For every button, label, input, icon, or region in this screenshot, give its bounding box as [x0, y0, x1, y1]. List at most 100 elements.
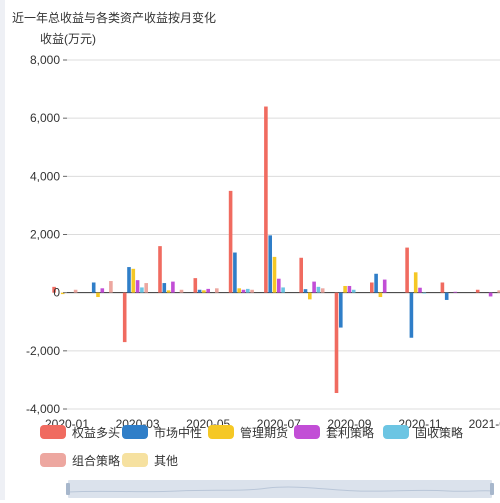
bar[interactable] — [140, 287, 144, 293]
legend-swatch — [122, 425, 148, 439]
bar[interactable] — [320, 288, 325, 293]
legend-item[interactable]: 权益多头 — [40, 424, 120, 440]
legend-label: 其他 — [154, 453, 179, 468]
bar[interactable] — [73, 289, 78, 293]
bar[interactable] — [281, 287, 285, 293]
bar[interactable] — [453, 291, 458, 293]
bar[interactable] — [264, 106, 268, 293]
y-tick-label: 2,000 — [30, 228, 60, 242]
bar[interactable] — [206, 288, 210, 293]
bar[interactable] — [308, 292, 312, 300]
bar[interactable] — [250, 289, 254, 293]
bar[interactable] — [343, 285, 347, 293]
legend-swatch — [383, 425, 409, 439]
bar[interactable] — [215, 288, 219, 293]
bar[interactable] — [166, 290, 171, 293]
legend-item[interactable]: 固收策略 — [383, 424, 463, 440]
panel-edge — [0, 0, 5, 500]
bar[interactable] — [158, 246, 162, 293]
bar[interactable] — [418, 287, 422, 293]
bar[interactable] — [135, 280, 140, 293]
bar[interactable] — [179, 289, 184, 293]
legend-swatch — [208, 425, 234, 439]
legend-item[interactable]: 市场中性 — [122, 424, 202, 440]
bar[interactable] — [374, 273, 378, 293]
bar[interactable] — [347, 285, 352, 293]
bar[interactable] — [109, 281, 113, 293]
bar[interactable] — [100, 288, 105, 293]
legend-label: 套利策略 — [326, 425, 375, 440]
legend-swatch — [294, 425, 320, 439]
bar[interactable] — [370, 282, 374, 293]
bar[interactable] — [193, 278, 198, 293]
zoom-slider-track[interactable] — [67, 480, 493, 498]
zoom-start-handle[interactable] — [66, 483, 70, 495]
bar[interactable] — [299, 257, 303, 293]
bar[interactable] — [334, 292, 339, 394]
bar[interactable] — [444, 292, 449, 300]
bar[interactable] — [197, 289, 202, 293]
legend-item[interactable]: 管理期货 — [208, 424, 288, 440]
bar[interactable] — [497, 290, 500, 293]
bar-marks — [52, 106, 500, 394]
bar[interactable] — [91, 282, 96, 293]
legend-swatch — [122, 453, 148, 467]
bar[interactable] — [303, 289, 308, 293]
y-tick-label: 4,000 — [30, 169, 60, 183]
bar[interactable] — [127, 267, 131, 293]
bar[interactable] — [440, 282, 445, 293]
bar[interactable] — [405, 247, 409, 293]
legend-swatch — [40, 453, 66, 467]
y-tick-label: 8,000 — [30, 53, 60, 67]
legend-item[interactable]: 其他 — [122, 452, 178, 468]
bar[interactable] — [277, 278, 281, 293]
bar[interactable] — [246, 288, 250, 293]
bar[interactable] — [241, 289, 246, 293]
legend-item[interactable]: 组合策略 — [40, 452, 120, 468]
grid-lines — [67, 59, 500, 410]
bar[interactable] — [339, 292, 343, 328]
zoom-preview-line — [67, 486, 493, 493]
bar[interactable] — [233, 252, 237, 293]
chart-title: 近一年总收益与各类资产收益按月变化 — [12, 11, 217, 25]
zoom-end-handle[interactable] — [490, 483, 494, 495]
legend-label: 组合策略 — [72, 453, 121, 468]
x-tick-label: 2020-07 — [257, 417, 301, 431]
legend-swatch — [40, 425, 66, 439]
x-tick-label: 2020-11 — [398, 417, 441, 431]
x-tick-label: 2021-01 — [469, 417, 500, 431]
bar[interactable] — [413, 272, 418, 293]
bar[interactable] — [162, 283, 167, 293]
bar[interactable] — [475, 289, 480, 293]
bar[interactable] — [351, 289, 356, 293]
bar[interactable] — [488, 292, 493, 297]
bar[interactable] — [96, 292, 100, 298]
y-tick-label: -4,000 — [26, 402, 60, 416]
y-tick-label: 6,000 — [30, 111, 60, 125]
bar[interactable] — [60, 292, 65, 295]
bar[interactable] — [382, 279, 387, 293]
bar[interactable] — [237, 288, 241, 293]
bar[interactable] — [52, 286, 56, 293]
legend-item[interactable]: 套利策略 — [294, 424, 374, 440]
bar[interactable] — [422, 292, 427, 294]
zoom-slider[interactable] — [66, 480, 494, 498]
bar[interactable] — [312, 281, 316, 293]
axes: -4,000-2,00002,0004,0006,0008,0002020-01… — [26, 53, 500, 431]
x-tick-label: 2020-09 — [327, 417, 371, 431]
bar[interactable] — [268, 235, 272, 293]
bar[interactable] — [378, 292, 383, 298]
bar[interactable] — [171, 281, 175, 293]
bar[interactable] — [122, 292, 127, 343]
bar[interactable] — [316, 286, 321, 293]
legend-label: 权益多头 — [72, 425, 121, 440]
y-tick-label: -2,000 — [26, 344, 60, 358]
bar[interactable] — [144, 283, 148, 293]
bar[interactable] — [202, 290, 206, 293]
bar[interactable] — [131, 268, 136, 293]
bar[interactable] — [409, 292, 414, 338]
bar[interactable] — [228, 190, 233, 293]
bar[interactable] — [272, 256, 277, 293]
